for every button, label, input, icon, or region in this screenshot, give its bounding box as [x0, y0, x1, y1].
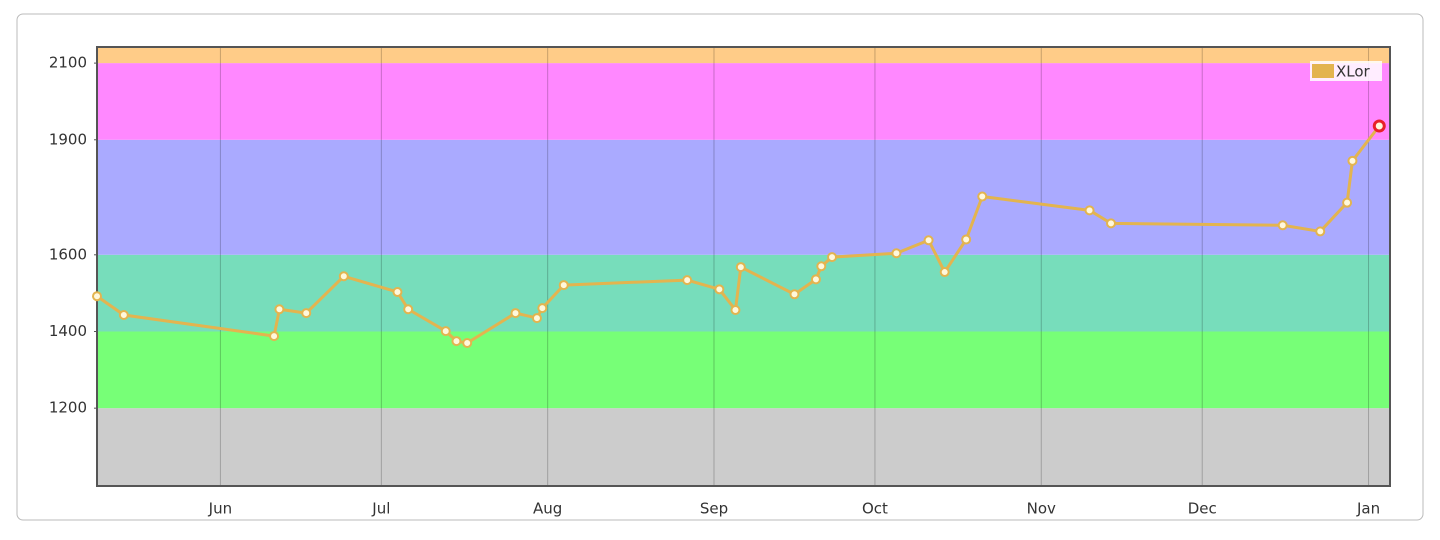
- legend-label: XLor: [1336, 63, 1371, 81]
- data-point: [462, 337, 473, 348]
- latest-point: [1372, 119, 1386, 133]
- rating-band: [97, 331, 1390, 409]
- data-point: [735, 262, 746, 273]
- x-tick-label: Sep: [700, 500, 728, 518]
- x-tick-label: Aug: [533, 500, 562, 518]
- x-tick-label: Jan: [1356, 500, 1380, 518]
- data-point: [816, 261, 827, 272]
- x-tick-label: Dec: [1188, 500, 1217, 518]
- data-point: [1315, 226, 1326, 237]
- data-point: [682, 275, 693, 286]
- y-tick-label: 1900: [49, 130, 87, 148]
- data-point: [403, 304, 414, 315]
- y-tick-label: 2100: [49, 54, 87, 72]
- data-point: [392, 286, 403, 297]
- plot-border: [96, 46, 1391, 487]
- y-tick-label: 1200: [49, 399, 87, 417]
- data-point: [558, 280, 569, 291]
- data-point: [1084, 205, 1095, 216]
- data-point: [531, 313, 542, 324]
- data-point: [730, 305, 741, 316]
- data-point: [810, 274, 821, 285]
- x-tick-label: Oct: [862, 500, 888, 518]
- rating-band: [97, 408, 1390, 486]
- rating-band: [97, 47, 1390, 64]
- data-point: [891, 248, 902, 259]
- data-point: [269, 331, 280, 342]
- data-point: [827, 252, 838, 263]
- data-point: [1347, 155, 1358, 166]
- rating-band: [97, 139, 1390, 255]
- data-point: [789, 289, 800, 300]
- x-tick-label: Nov: [1027, 500, 1056, 518]
- data-point: [301, 308, 312, 319]
- data-point: [961, 234, 972, 245]
- legend-swatch: [1312, 64, 1334, 78]
- data-point: [440, 326, 451, 337]
- data-point: [510, 308, 521, 319]
- data-point: [451, 336, 462, 347]
- y-tick-label: 1600: [49, 245, 87, 263]
- x-tick-label: Jul: [371, 500, 390, 518]
- y-tick-label: 1400: [49, 322, 87, 340]
- data-point: [977, 191, 988, 202]
- data-point: [714, 284, 725, 295]
- rating-band: [97, 63, 1390, 140]
- data-point: [537, 303, 548, 314]
- data-point: [274, 304, 285, 315]
- data-point: [1277, 220, 1288, 231]
- data-point: [118, 310, 129, 321]
- data-point: [923, 235, 934, 246]
- data-point: [338, 271, 349, 282]
- data-point: [1106, 218, 1117, 229]
- x-tick-label: Jun: [208, 500, 232, 518]
- data-point: [1342, 197, 1353, 208]
- data-point: [92, 291, 102, 302]
- data-point: [939, 267, 950, 278]
